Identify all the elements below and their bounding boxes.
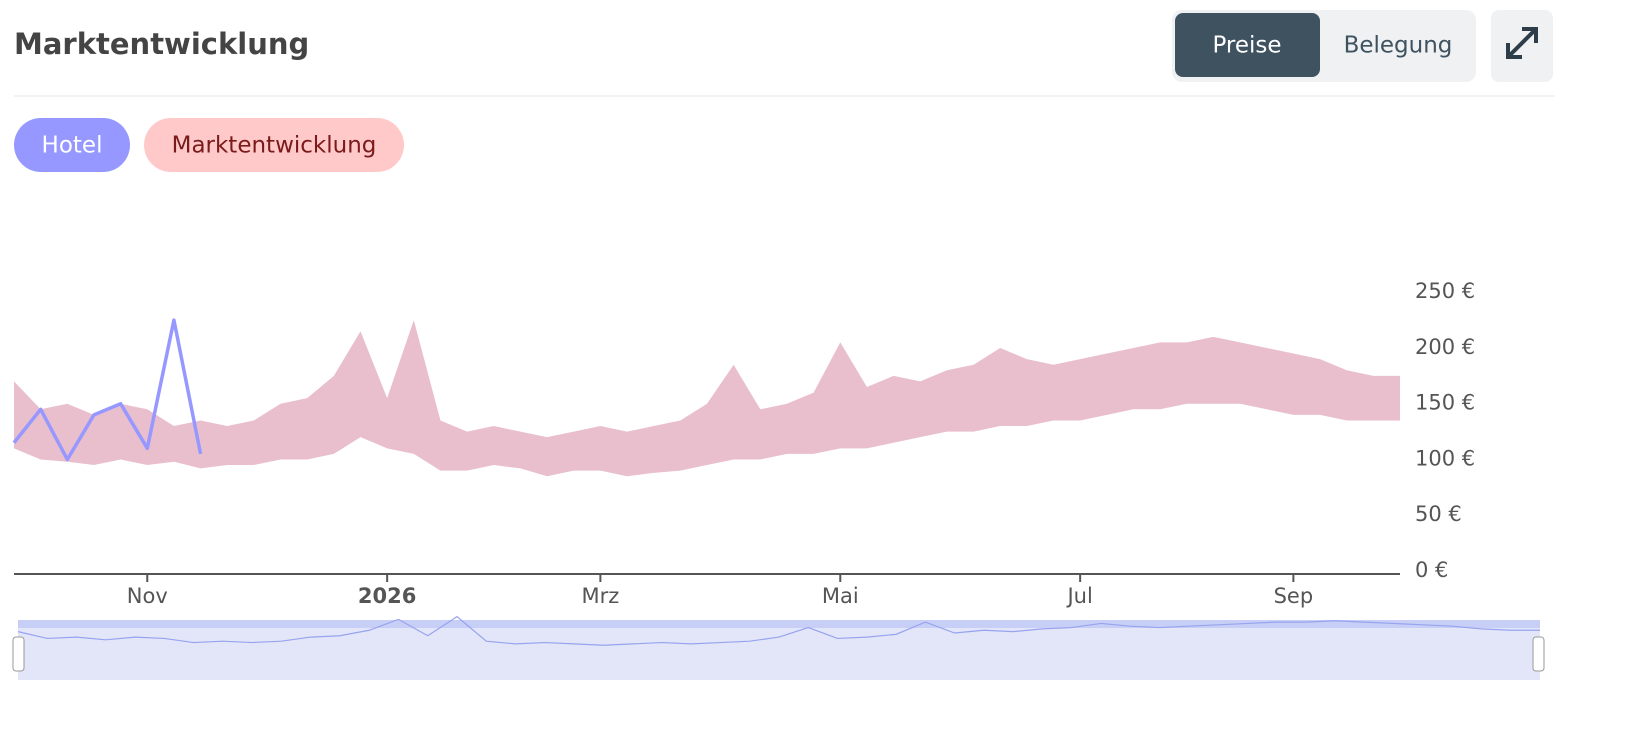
x-tick-label: Sep: [1274, 584, 1314, 608]
toggle-button[interactable]: Preise: [1212, 33, 1281, 59]
x-tick-label: Nov: [127, 584, 168, 608]
hotel-line: [12, 318, 203, 462]
navigator[interactable]: [18, 622, 1540, 680]
y-tick-label: 250 €: [1415, 279, 1475, 303]
expand-button[interactable]: [1491, 10, 1553, 82]
legend-label: Hotel: [42, 133, 103, 159]
y-tick-label: 200 €: [1415, 335, 1475, 359]
legend-pill[interactable]: [144, 118, 404, 172]
toggle-button[interactable]: Belegung: [1344, 33, 1453, 59]
x-tick-label: Jul: [1065, 584, 1092, 608]
title: Marktentwicklung: [14, 27, 309, 61]
x-tick-label: Mai: [822, 584, 859, 608]
legend-label: Marktentwicklung: [172, 133, 377, 159]
x-tick-label: Mrz: [581, 584, 619, 608]
toggle-active: [1175, 13, 1320, 77]
y-tick-label: 100 €: [1415, 446, 1475, 470]
y-tick-label: 0 €: [1415, 558, 1448, 582]
navigator-line: [17, 615, 1540, 646]
navigator-handle: [1532, 636, 1545, 672]
x-tick-label: 2026: [358, 584, 416, 608]
navigator-handle: [12, 636, 25, 672]
y-tick-label: 150 €: [1415, 391, 1475, 415]
expand-icon: [1506, 27, 1538, 59]
navigator-scrollbar[interactable]: [18, 620, 1540, 628]
legend-pill[interactable]: [14, 118, 130, 172]
market-band: [14, 320, 1400, 477]
y-tick-label: 50 €: [1415, 502, 1462, 526]
